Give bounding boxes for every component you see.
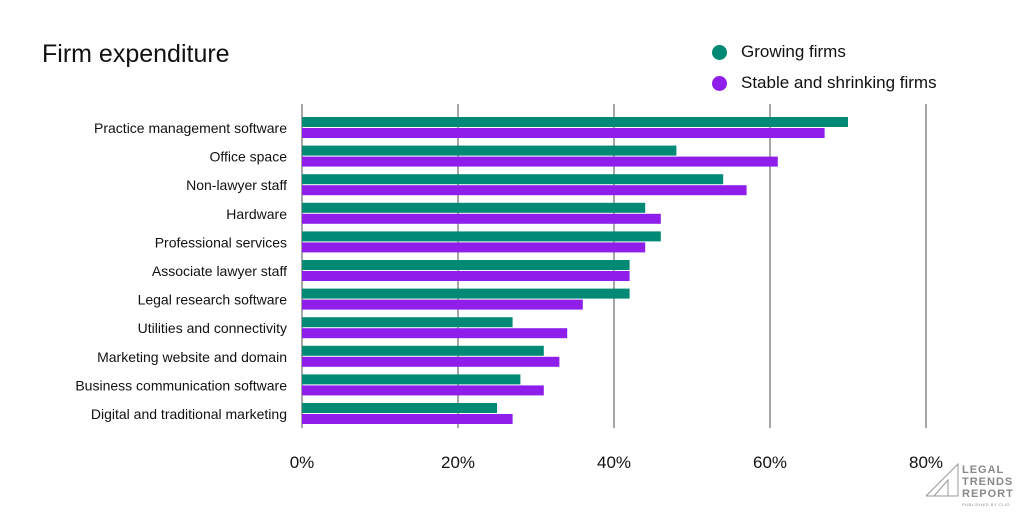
legal-trends-logo	[925, 462, 959, 497]
bar	[302, 202, 646, 213]
bar	[302, 242, 646, 253]
x-tick-label: 40%	[597, 453, 631, 472]
category-label: Non-lawyer staff	[186, 177, 287, 193]
logo-line: REPORT	[962, 488, 1014, 500]
legend-label: Stable and shrinking firms	[741, 73, 937, 92]
category-label: Digital and traditional marketing	[91, 406, 287, 422]
category-label: Office space	[209, 149, 287, 165]
x-tick-label: 20%	[441, 453, 475, 472]
bar	[302, 128, 825, 138]
x-tick-label: 0%	[290, 453, 315, 472]
bar	[302, 288, 630, 299]
bar	[302, 299, 583, 310]
category-label: Business communication software	[75, 377, 287, 393]
x-tick-label: 80%	[909, 453, 943, 472]
legend-swatch	[712, 44, 727, 60]
bar	[302, 414, 513, 424]
category-label: Legal research software	[138, 292, 288, 308]
x-tick-label: 60%	[753, 453, 787, 472]
legend-label: Growing firms	[741, 42, 846, 61]
chart-title: Firm expenditure	[42, 40, 230, 68]
bar	[302, 185, 747, 196]
legend-item-stable: Stable and shrinking firms	[712, 73, 937, 93]
logo-line: TRENDS	[962, 476, 1014, 488]
bar	[302, 117, 848, 127]
logo-sub: PUBLISHED BY CLIO	[962, 502, 1010, 507]
bar	[302, 174, 724, 185]
category-label: Practice management software	[94, 120, 287, 136]
category-label: Marketing website and domain	[97, 349, 287, 365]
logo-text: LEGAL TRENDS REPORT	[962, 464, 1014, 500]
bar	[302, 260, 630, 270]
bar	[302, 145, 677, 156]
bar	[302, 345, 544, 356]
category-label: Utilities and connectivity	[138, 320, 287, 336]
bar	[302, 356, 560, 367]
bar	[302, 403, 497, 413]
bar	[302, 213, 661, 224]
category-label: Professional services	[155, 234, 287, 250]
bar	[302, 156, 778, 167]
logo-line: LEGAL	[962, 464, 1005, 476]
bar	[302, 231, 661, 242]
bar	[302, 317, 513, 328]
bar	[302, 374, 521, 385]
bar	[302, 385, 544, 396]
legend-swatch	[712, 75, 727, 91]
bar	[302, 328, 568, 339]
category-label: Hardware	[226, 206, 287, 222]
bar	[302, 271, 630, 281]
legend-item-growing: Growing firms	[712, 42, 846, 62]
category-label: Associate lawyer staff	[152, 263, 287, 279]
